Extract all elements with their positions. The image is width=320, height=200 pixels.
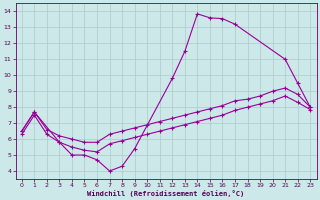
X-axis label: Windchill (Refroidissement éolien,°C): Windchill (Refroidissement éolien,°C)	[87, 190, 245, 197]
